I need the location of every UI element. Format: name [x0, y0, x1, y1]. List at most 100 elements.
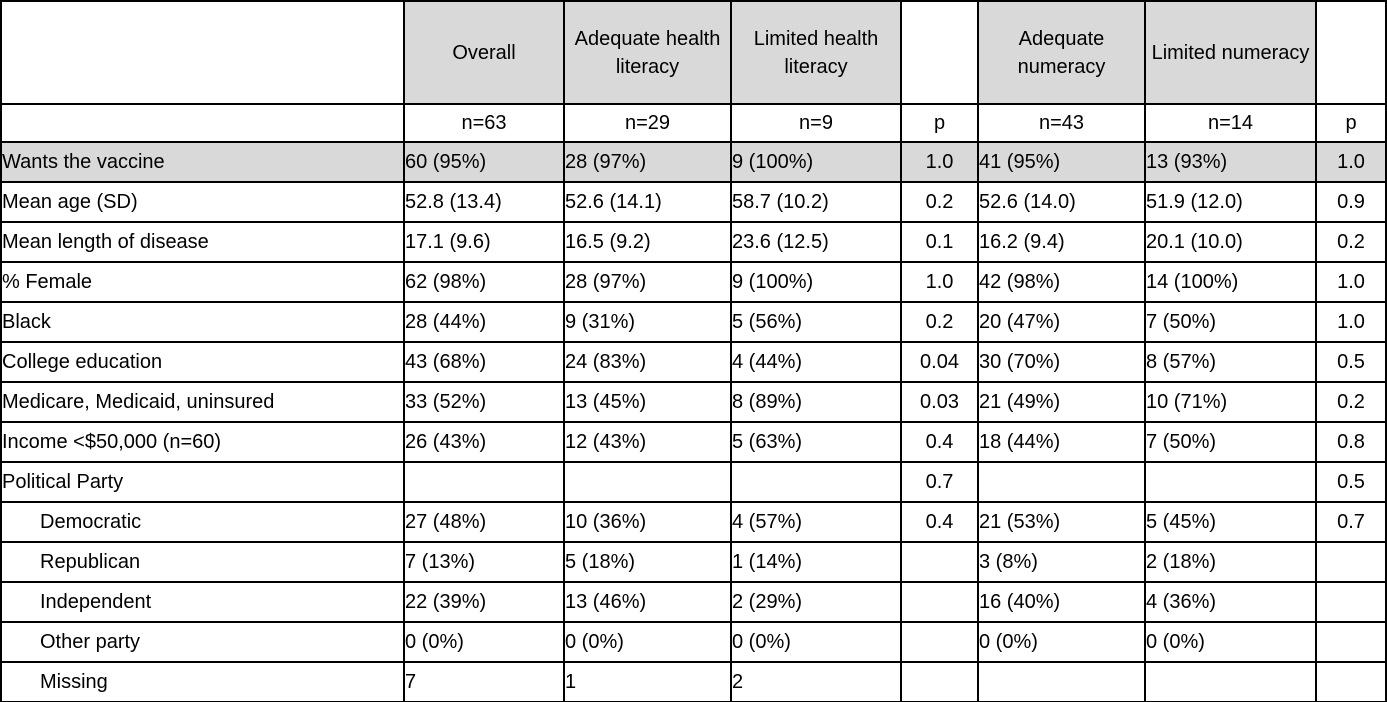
data-cell	[403, 461, 565, 503]
row-label: Black	[0, 301, 405, 343]
header-row: Overall Adequate health literacy Limited h…	[0, 0, 1387, 105]
table-row: Republican 7 (13%) 5 (18%) 1 (14%) 3 (8%) 2 (…	[0, 541, 1387, 583]
data-cell: 5 (45%)	[1144, 501, 1317, 543]
p-value-cell	[900, 621, 979, 663]
data-cell: 58.7 (10.2)	[730, 181, 902, 223]
data-cell: 27 (48%)	[403, 501, 565, 543]
p-value-cell: 1.0	[1315, 141, 1387, 183]
row-label: % Female	[0, 261, 405, 303]
table-row: Income <$50,000 (n=60) 26 (43%) 12 (43%) 5 …	[0, 421, 1387, 463]
data-cell: 28 (97%)	[563, 141, 732, 183]
p-value-cell: 0.4	[900, 421, 979, 463]
data-cell: 24 (83%)	[563, 341, 732, 383]
table-row: Political Party 0.7 0.5	[0, 461, 1387, 503]
p-value-cell: 0.5	[1315, 461, 1387, 503]
data-cell: 20.1 (10.0)	[1144, 221, 1317, 263]
n-count-cell: n=9	[730, 103, 902, 143]
data-cell: 42 (98%)	[977, 261, 1146, 303]
data-cell: 4 (57%)	[730, 501, 902, 543]
p-value-cell: 1.0	[900, 261, 979, 303]
data-cell	[977, 461, 1146, 503]
subheader-blank	[0, 103, 405, 143]
data-cell: 22 (39%)	[403, 581, 565, 623]
p-value-cell: 0.1	[900, 221, 979, 263]
p-value-cell	[1315, 581, 1387, 623]
n-count-cell: n=43	[977, 103, 1146, 143]
data-cell: 10 (71%)	[1144, 381, 1317, 423]
data-cell: 8 (57%)	[1144, 341, 1317, 383]
data-cell: 7 (13%)	[403, 541, 565, 583]
p-value-cell: 0.2	[1315, 381, 1387, 423]
row-label: Independent	[0, 581, 405, 623]
p-value-cell: 0.2	[900, 301, 979, 343]
data-cell: 7 (50%)	[1144, 421, 1317, 463]
data-cell: 9 (100%)	[730, 261, 902, 303]
data-cell: 5 (18%)	[563, 541, 732, 583]
table-row: Mean length of disease 17.1 (9.6) 16.5 (9.…	[0, 221, 1387, 263]
data-cell: 60 (95%)	[403, 141, 565, 183]
data-cell: 52.6 (14.0)	[977, 181, 1146, 223]
table-row: College education 43 (68%) 24 (83%) 4 (44%)…	[0, 341, 1387, 383]
data-cell: 0 (0%)	[563, 621, 732, 663]
data-cell: 1 (14%)	[730, 541, 902, 583]
p-column-label: p	[1315, 103, 1387, 143]
data-cell: 2	[730, 661, 902, 702]
p-value-cell: 1.0	[900, 141, 979, 183]
data-cell: 12 (43%)	[563, 421, 732, 463]
data-cell	[977, 661, 1146, 702]
n-count-cell: n=29	[563, 103, 732, 143]
p-value-cell	[900, 541, 979, 583]
column-header: Adequate numeracy	[977, 0, 1146, 105]
row-label: Democratic	[0, 501, 405, 543]
p-value-cell: 0.03	[900, 381, 979, 423]
row-label: College education	[0, 341, 405, 383]
p-column-label: p	[900, 103, 979, 143]
data-cell: 43 (68%)	[403, 341, 565, 383]
data-cell: 20 (47%)	[977, 301, 1146, 343]
p-value-cell: 0.9	[1315, 181, 1387, 223]
data-cell: 17.1 (9.6)	[403, 221, 565, 263]
data-cell: 13 (93%)	[1144, 141, 1317, 183]
table-row: % Female 62 (98%) 28 (97%) 9 (100%) 1.0 42 (9…	[0, 261, 1387, 303]
table-row: Democratic 27 (48%) 10 (36%) 4 (57%) 0.4 21 (…	[0, 501, 1387, 543]
p-value-cell: 0.2	[1315, 221, 1387, 263]
data-cell: 3 (8%)	[977, 541, 1146, 583]
p-value-cell: 1.0	[1315, 261, 1387, 303]
data-cell: 62 (98%)	[403, 261, 565, 303]
table-row: Other party 0 (0%) 0 (0%) 0 (0%) 0 (0%) 0 (0%…	[0, 621, 1387, 663]
data-cell: 16.2 (9.4)	[977, 221, 1146, 263]
data-cell: 2 (18%)	[1144, 541, 1317, 583]
data-cell: 1	[563, 661, 732, 702]
data-cell: 28 (44%)	[403, 301, 565, 343]
table-row: Wants the vaccine 60 (95%) 28 (97%) 9 (100%…	[0, 141, 1387, 183]
data-cell	[1144, 461, 1317, 503]
column-header: Adequate health literacy	[563, 0, 732, 105]
p-value-cell: 0.2	[900, 181, 979, 223]
row-label: Mean age (SD)	[0, 181, 405, 223]
data-cell: 10 (36%)	[563, 501, 732, 543]
data-cell: 26 (43%)	[403, 421, 565, 463]
data-cell: 18 (44%)	[977, 421, 1146, 463]
row-label: Other party	[0, 621, 405, 663]
data-cell: 13 (45%)	[563, 381, 732, 423]
table-row: Mean age (SD) 52.8 (13.4) 52.6 (14.1) 58.7 …	[0, 181, 1387, 223]
p-value-cell	[1315, 661, 1387, 702]
data-cell: 51.9 (12.0)	[1144, 181, 1317, 223]
row-label: Republican	[0, 541, 405, 583]
data-cell: 4 (44%)	[730, 341, 902, 383]
data-cell: 7 (50%)	[1144, 301, 1317, 343]
data-cell: 28 (97%)	[563, 261, 732, 303]
data-cell	[1144, 661, 1317, 702]
data-cell: 0 (0%)	[977, 621, 1146, 663]
data-cell: 8 (89%)	[730, 381, 902, 423]
data-cell: 23.6 (12.5)	[730, 221, 902, 263]
data-cell	[563, 461, 732, 503]
data-cell: 52.6 (14.1)	[563, 181, 732, 223]
column-header: Overall	[403, 0, 565, 105]
data-cell: 0 (0%)	[403, 621, 565, 663]
row-label: Wants the vaccine	[0, 141, 405, 183]
data-cell: 0 (0%)	[730, 621, 902, 663]
data-cell: 33 (52%)	[403, 381, 565, 423]
data-cell: 9 (100%)	[730, 141, 902, 183]
